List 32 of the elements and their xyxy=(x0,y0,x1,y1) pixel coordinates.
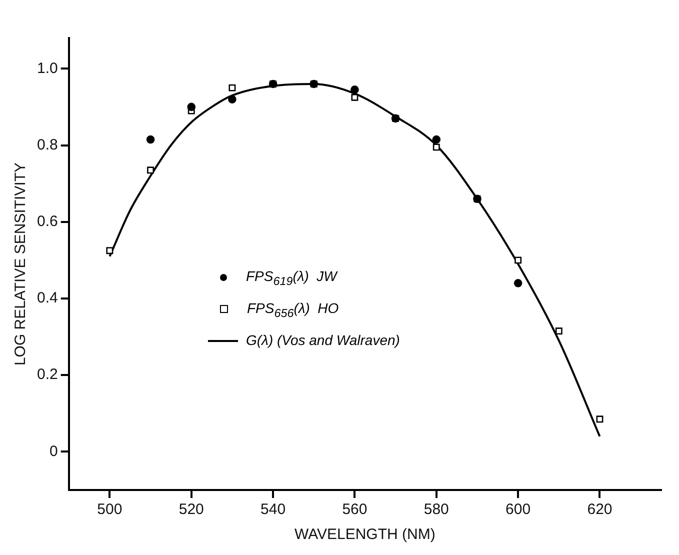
point xyxy=(146,135,155,144)
point xyxy=(351,94,358,101)
y-axis-title: LOG RELATIVE SENSITIVITY xyxy=(12,162,30,366)
point xyxy=(228,95,236,104)
y-tick-label: 1.0 xyxy=(36,60,58,77)
legend-label: FPS$_{619}$(λ) JW xyxy=(246,268,337,288)
point xyxy=(187,102,196,112)
point xyxy=(514,279,522,288)
x-tick-label: 600 xyxy=(506,501,531,518)
x-tick-label: 560 xyxy=(342,501,368,518)
x-tick-label: 540 xyxy=(260,501,286,518)
x-tick-label: 620 xyxy=(587,501,612,518)
point xyxy=(432,144,440,151)
y-tick-label: 0.2 xyxy=(36,366,58,384)
point xyxy=(555,328,562,335)
legend-label: FPS$_{656}$(λ) HO xyxy=(247,300,339,320)
y-tick-label: 0.6 xyxy=(36,213,58,230)
point xyxy=(228,84,236,92)
legend-label: G(λ) (Vos and Walraven) xyxy=(246,332,400,348)
y-tick-label: 0.4 xyxy=(36,290,58,307)
point xyxy=(596,416,604,423)
point xyxy=(514,256,522,264)
y-tick-label: 0 xyxy=(50,442,58,460)
y-tick-label: 0.8 xyxy=(36,136,58,154)
x-tick-label: 500 xyxy=(97,501,122,518)
x-tick-label: 520 xyxy=(178,501,204,518)
point xyxy=(147,166,154,174)
x-tick-label: 580 xyxy=(424,501,449,518)
point xyxy=(350,86,359,94)
point xyxy=(106,247,114,254)
point xyxy=(432,135,441,144)
x-axis-title: WAVELENGTH (NM) xyxy=(294,526,436,544)
